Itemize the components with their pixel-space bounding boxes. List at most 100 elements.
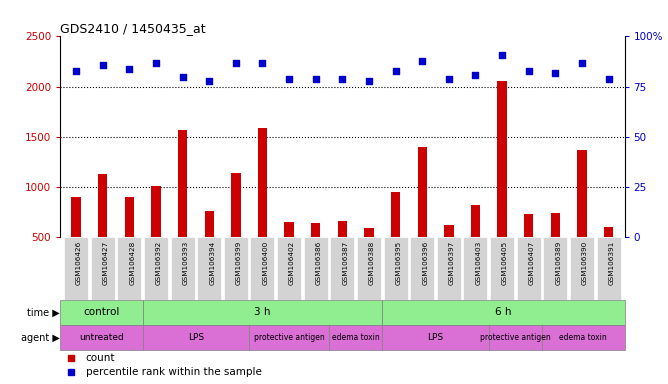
Text: GSM106387: GSM106387 (342, 240, 348, 285)
FancyBboxPatch shape (64, 237, 88, 300)
Text: count: count (86, 354, 115, 364)
Point (576, 60, 587, 66)
Bar (550, 213, 560, 287)
Point (417, 58, 428, 64)
Text: GSM106405: GSM106405 (502, 240, 508, 285)
FancyBboxPatch shape (197, 237, 221, 300)
Text: GSM106400: GSM106400 (263, 240, 269, 285)
Text: GSM106426: GSM106426 (76, 240, 82, 285)
Text: GSM106428: GSM106428 (130, 240, 136, 285)
Bar (364, 228, 373, 287)
FancyBboxPatch shape (331, 237, 354, 300)
Point (150, 60, 161, 66)
FancyBboxPatch shape (382, 300, 625, 325)
FancyBboxPatch shape (570, 237, 594, 300)
Text: edema toxin: edema toxin (332, 333, 379, 342)
FancyBboxPatch shape (543, 237, 567, 300)
Bar (231, 173, 240, 287)
Bar (311, 223, 321, 287)
Text: GSM106386: GSM106386 (316, 240, 322, 285)
Point (98, 61, 108, 68)
Text: protective antigen: protective antigen (254, 333, 325, 342)
Bar (418, 147, 427, 287)
Point (71, 68, 81, 74)
Bar (98, 174, 108, 287)
Text: GSM106395: GSM106395 (395, 240, 401, 285)
FancyBboxPatch shape (489, 325, 542, 350)
Bar (391, 192, 400, 287)
Text: GSM106399: GSM106399 (236, 240, 242, 285)
Text: protective antigen: protective antigen (480, 333, 551, 342)
Point (337, 76, 347, 82)
FancyBboxPatch shape (597, 237, 621, 300)
FancyBboxPatch shape (382, 325, 489, 350)
Text: GSM106397: GSM106397 (449, 240, 455, 285)
Point (124, 66, 135, 72)
Bar (178, 130, 187, 287)
Point (204, 78, 214, 84)
Text: GSM106393: GSM106393 (182, 240, 188, 285)
Point (550, 70, 560, 76)
Text: 6 h: 6 h (495, 308, 512, 318)
Point (311, 76, 321, 82)
FancyBboxPatch shape (357, 237, 381, 300)
Point (230, 60, 241, 66)
FancyBboxPatch shape (143, 300, 382, 325)
Text: GSM106390: GSM106390 (582, 240, 588, 285)
FancyBboxPatch shape (249, 325, 329, 350)
Point (603, 76, 614, 82)
FancyBboxPatch shape (277, 237, 301, 300)
Bar (71, 197, 81, 287)
FancyBboxPatch shape (542, 325, 625, 350)
Text: edema toxin: edema toxin (559, 333, 607, 342)
FancyBboxPatch shape (60, 300, 143, 325)
Point (524, 68, 534, 74)
FancyBboxPatch shape (410, 237, 434, 300)
Text: GSM106394: GSM106394 (209, 240, 215, 285)
FancyBboxPatch shape (170, 237, 194, 300)
Point (177, 74, 188, 80)
Text: 3 h: 3 h (255, 308, 271, 318)
Text: LPS: LPS (428, 333, 444, 342)
Bar (444, 225, 454, 287)
Point (363, 78, 374, 84)
Bar (338, 221, 347, 287)
Text: GSM106389: GSM106389 (555, 240, 561, 285)
Text: agent ▶: agent ▶ (21, 333, 59, 343)
Bar (604, 227, 613, 287)
Point (284, 76, 295, 82)
Text: GSM106403: GSM106403 (476, 240, 482, 285)
Point (444, 76, 454, 82)
Bar (498, 81, 507, 287)
FancyBboxPatch shape (224, 237, 248, 300)
Bar (524, 214, 533, 287)
Bar (204, 211, 214, 287)
Text: time ▶: time ▶ (27, 308, 59, 318)
Bar (258, 128, 267, 287)
Point (390, 68, 401, 74)
FancyBboxPatch shape (144, 237, 168, 300)
FancyBboxPatch shape (91, 237, 115, 300)
Text: percentile rank within the sample: percentile rank within the sample (86, 367, 261, 377)
FancyBboxPatch shape (329, 325, 382, 350)
Text: control: control (84, 308, 120, 318)
Text: GSM106391: GSM106391 (609, 240, 615, 285)
Point (470, 71, 481, 78)
FancyBboxPatch shape (383, 237, 407, 300)
FancyBboxPatch shape (490, 237, 514, 300)
FancyBboxPatch shape (118, 237, 142, 300)
FancyBboxPatch shape (437, 237, 461, 300)
Text: GSM106407: GSM106407 (529, 240, 534, 285)
Text: LPS: LPS (188, 333, 204, 342)
Bar (285, 222, 294, 287)
FancyBboxPatch shape (304, 237, 328, 300)
FancyBboxPatch shape (517, 237, 540, 300)
Text: GSM106392: GSM106392 (156, 240, 162, 285)
Point (497, 51, 508, 58)
Text: GSM106396: GSM106396 (422, 240, 428, 285)
Text: untreated: untreated (79, 333, 124, 342)
Point (257, 60, 268, 66)
FancyBboxPatch shape (464, 237, 488, 300)
FancyBboxPatch shape (250, 237, 275, 300)
Text: GSM106388: GSM106388 (369, 240, 375, 285)
